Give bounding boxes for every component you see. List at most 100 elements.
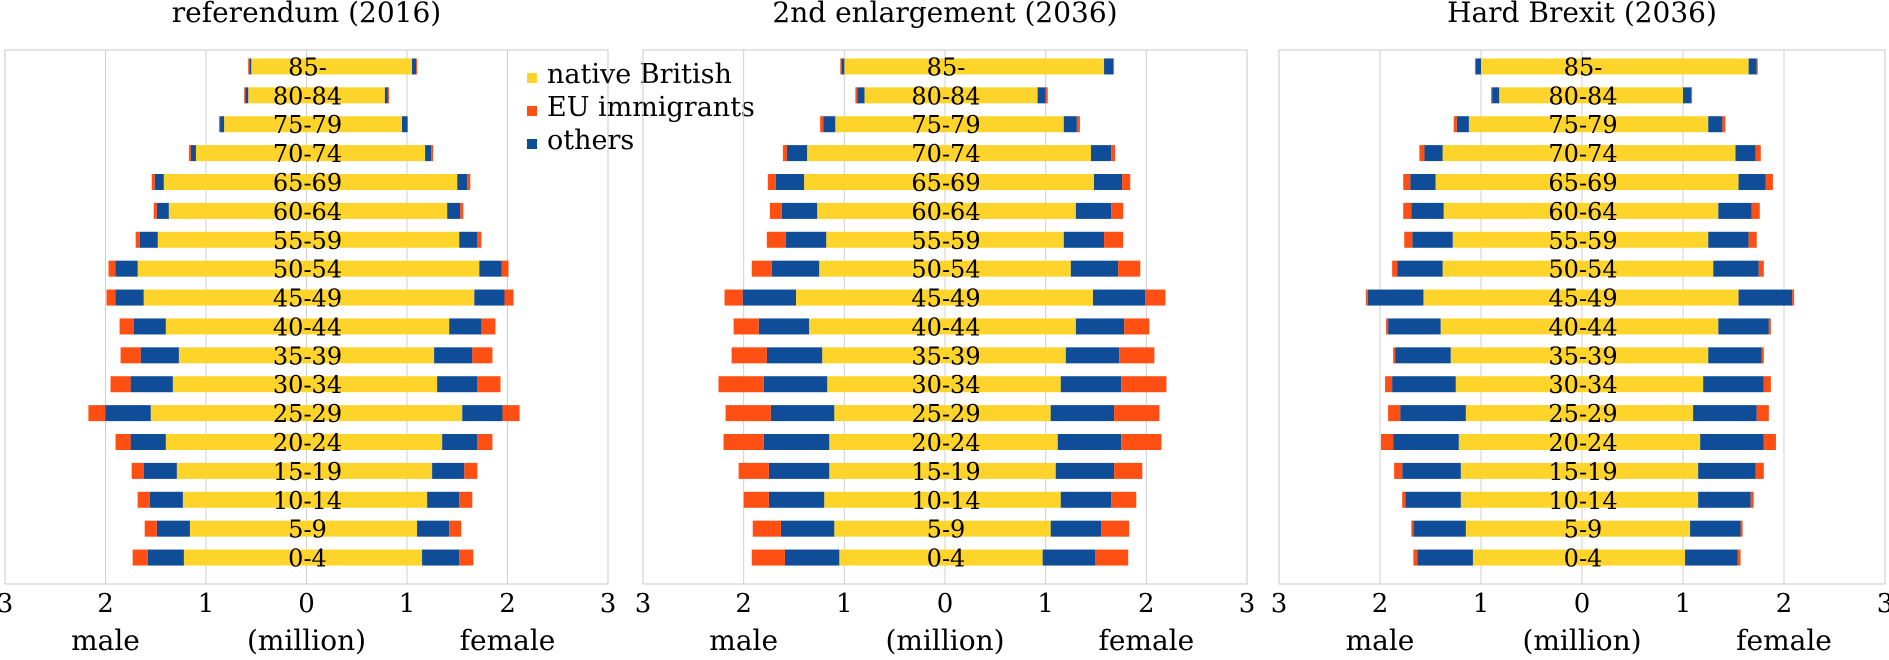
bar-female-native-british-45-49 bbox=[945, 289, 1093, 306]
bar-male-native-british-80-84 bbox=[248, 87, 307, 104]
bar-male-native-british-40-44 bbox=[809, 318, 945, 335]
age-group-label: 60-64 bbox=[273, 198, 342, 226]
bar-male-others-50-54 bbox=[771, 260, 820, 277]
bar-female-native-british-40-44 bbox=[1582, 318, 1719, 335]
bar-female-others-30-34 bbox=[437, 376, 478, 393]
bar-male-native-british-65-69 bbox=[163, 174, 307, 190]
bar-female-eu-immigrants-50-54 bbox=[1118, 260, 1141, 277]
bar-male-eu-immigrants-85- bbox=[248, 58, 250, 75]
bar-male-others-80-84 bbox=[245, 87, 249, 104]
bar-female-others-45-49 bbox=[474, 289, 505, 306]
bar-female-others-50-54 bbox=[479, 260, 502, 277]
x-tick-label: 2 bbox=[1138, 589, 1155, 619]
age-group-label: 70-74 bbox=[911, 140, 980, 168]
bar-female-eu-immigrants-15-19 bbox=[464, 462, 478, 479]
bar-female-others-75-79 bbox=[1708, 116, 1723, 133]
bar-female-native-british-45-49 bbox=[306, 289, 475, 306]
bar-female-native-british-20-24 bbox=[306, 434, 443, 450]
bar-female-eu-immigrants-70-74 bbox=[1755, 145, 1761, 162]
bar-male-eu-immigrants-25-29 bbox=[725, 405, 771, 422]
bar-female-others-80-84 bbox=[1037, 87, 1046, 104]
bar-female-native-british-5-9 bbox=[945, 520, 1051, 537]
age-group-label: 0-4 bbox=[927, 545, 966, 573]
bar-female-eu-immigrants-50-54 bbox=[1758, 260, 1764, 277]
bar-male-eu-immigrants-70-74 bbox=[782, 145, 787, 162]
bar-female-eu-immigrants-85- bbox=[1113, 58, 1115, 75]
age-group-label: 45-49 bbox=[273, 285, 342, 313]
bar-female-eu-immigrants-30-34 bbox=[477, 376, 501, 393]
bar-female-native-british-50-54 bbox=[1582, 260, 1714, 277]
bar-female-native-british-5-9 bbox=[306, 520, 418, 537]
x-tick-label: 2 bbox=[1372, 589, 1389, 619]
age-group-label: 40-44 bbox=[1548, 313, 1617, 341]
bar-female-others-25-29 bbox=[1693, 405, 1757, 422]
age-group-label: 50-54 bbox=[911, 256, 980, 284]
bar-male-native-british-55-59 bbox=[1452, 231, 1582, 248]
bar-male-native-british-55-59 bbox=[157, 231, 307, 248]
bar-female-eu-immigrants-70-74 bbox=[431, 145, 434, 162]
age-group-label: 35-39 bbox=[911, 342, 980, 370]
bar-male-eu-immigrants-0-4 bbox=[132, 549, 148, 566]
age-group-label: 45-49 bbox=[911, 285, 980, 313]
age-group-label: 0-4 bbox=[288, 545, 327, 573]
bar-male-others-35-39 bbox=[766, 347, 823, 364]
bar-male-others-35-39 bbox=[140, 347, 179, 364]
bar-female-others-35-39 bbox=[1708, 347, 1762, 364]
bar-male-others-10-14 bbox=[768, 491, 825, 508]
bar-female-native-british-55-59 bbox=[306, 231, 460, 248]
bar-female-eu-immigrants-5-9 bbox=[1740, 520, 1743, 537]
bar-male-eu-immigrants-15-19 bbox=[1394, 462, 1403, 479]
x-tick-label: 0 bbox=[1574, 589, 1591, 619]
bar-female-native-british-85- bbox=[945, 58, 1105, 75]
age-group-label: 35-39 bbox=[1548, 342, 1617, 370]
bar-male-others-15-19 bbox=[768, 462, 830, 479]
bar-female-native-british-80-84 bbox=[1582, 87, 1683, 104]
bar-male-others-85- bbox=[249, 58, 252, 75]
bar-female-native-british-25-29 bbox=[1582, 405, 1694, 422]
bar-male-others-25-29 bbox=[770, 405, 835, 422]
bar-female-eu-immigrants-70-74 bbox=[1111, 145, 1116, 162]
age-group-label: 20-24 bbox=[273, 429, 342, 457]
x-tick-label: 2 bbox=[735, 589, 752, 619]
bar-male-native-british-50-54 bbox=[1442, 260, 1582, 277]
bar-female-eu-immigrants-30-34 bbox=[1763, 376, 1771, 393]
bar-male-eu-immigrants-75-79 bbox=[219, 116, 221, 133]
bar-male-others-75-79 bbox=[220, 116, 225, 133]
bar-male-eu-immigrants-65-69 bbox=[767, 174, 776, 190]
bar-female-eu-immigrants-0-4 bbox=[459, 549, 474, 566]
bar-male-eu-immigrants-5-9 bbox=[752, 520, 781, 537]
bar-male-native-british-30-34 bbox=[1455, 376, 1582, 393]
bar-male-eu-immigrants-80-84 bbox=[855, 87, 858, 104]
bar-male-others-55-59 bbox=[139, 231, 158, 248]
bar-male-others-10-14 bbox=[149, 491, 183, 508]
bar-female-eu-immigrants-20-24 bbox=[1121, 434, 1162, 450]
bar-female-native-british-10-14 bbox=[945, 491, 1061, 508]
x-tick-label: 1 bbox=[1037, 589, 1054, 619]
bar-male-others-65-69 bbox=[775, 174, 805, 190]
bar-male-others-0-4 bbox=[1417, 549, 1473, 566]
bar-male-others-5-9 bbox=[780, 520, 835, 537]
bar-female-native-british-15-19 bbox=[306, 462, 433, 479]
bar-female-others-40-44 bbox=[1075, 318, 1125, 335]
bar-female-native-british-35-39 bbox=[1582, 347, 1709, 364]
bar-male-others-20-24 bbox=[1393, 434, 1459, 450]
age-group-label: 10-14 bbox=[911, 487, 980, 515]
bar-female-eu-immigrants-45-49 bbox=[1145, 289, 1166, 306]
age-group-label: 15-19 bbox=[273, 458, 342, 486]
bar-female-eu-immigrants-60-64 bbox=[460, 202, 464, 219]
bar-male-eu-immigrants-70-74 bbox=[188, 145, 191, 162]
bar-female-others-40-44 bbox=[449, 318, 482, 335]
bar-male-native-british-60-64 bbox=[168, 202, 307, 219]
bar-male-eu-immigrants-60-64 bbox=[153, 202, 157, 219]
bar-female-others-20-24 bbox=[1057, 434, 1122, 450]
bar-male-others-20-24 bbox=[130, 434, 166, 450]
bar-male-others-25-29 bbox=[105, 405, 151, 422]
age-group-label: 65-69 bbox=[273, 169, 342, 197]
bar-male-native-british-20-24 bbox=[829, 434, 945, 450]
bar-male-eu-immigrants-30-34 bbox=[718, 376, 764, 393]
bar-female-native-british-75-79 bbox=[1582, 116, 1709, 133]
bar-female-native-british-30-34 bbox=[306, 376, 438, 393]
age-group-label: 85- bbox=[927, 53, 966, 81]
bar-female-native-british-50-54 bbox=[945, 260, 1071, 277]
bar-female-native-british-25-29 bbox=[306, 405, 463, 422]
